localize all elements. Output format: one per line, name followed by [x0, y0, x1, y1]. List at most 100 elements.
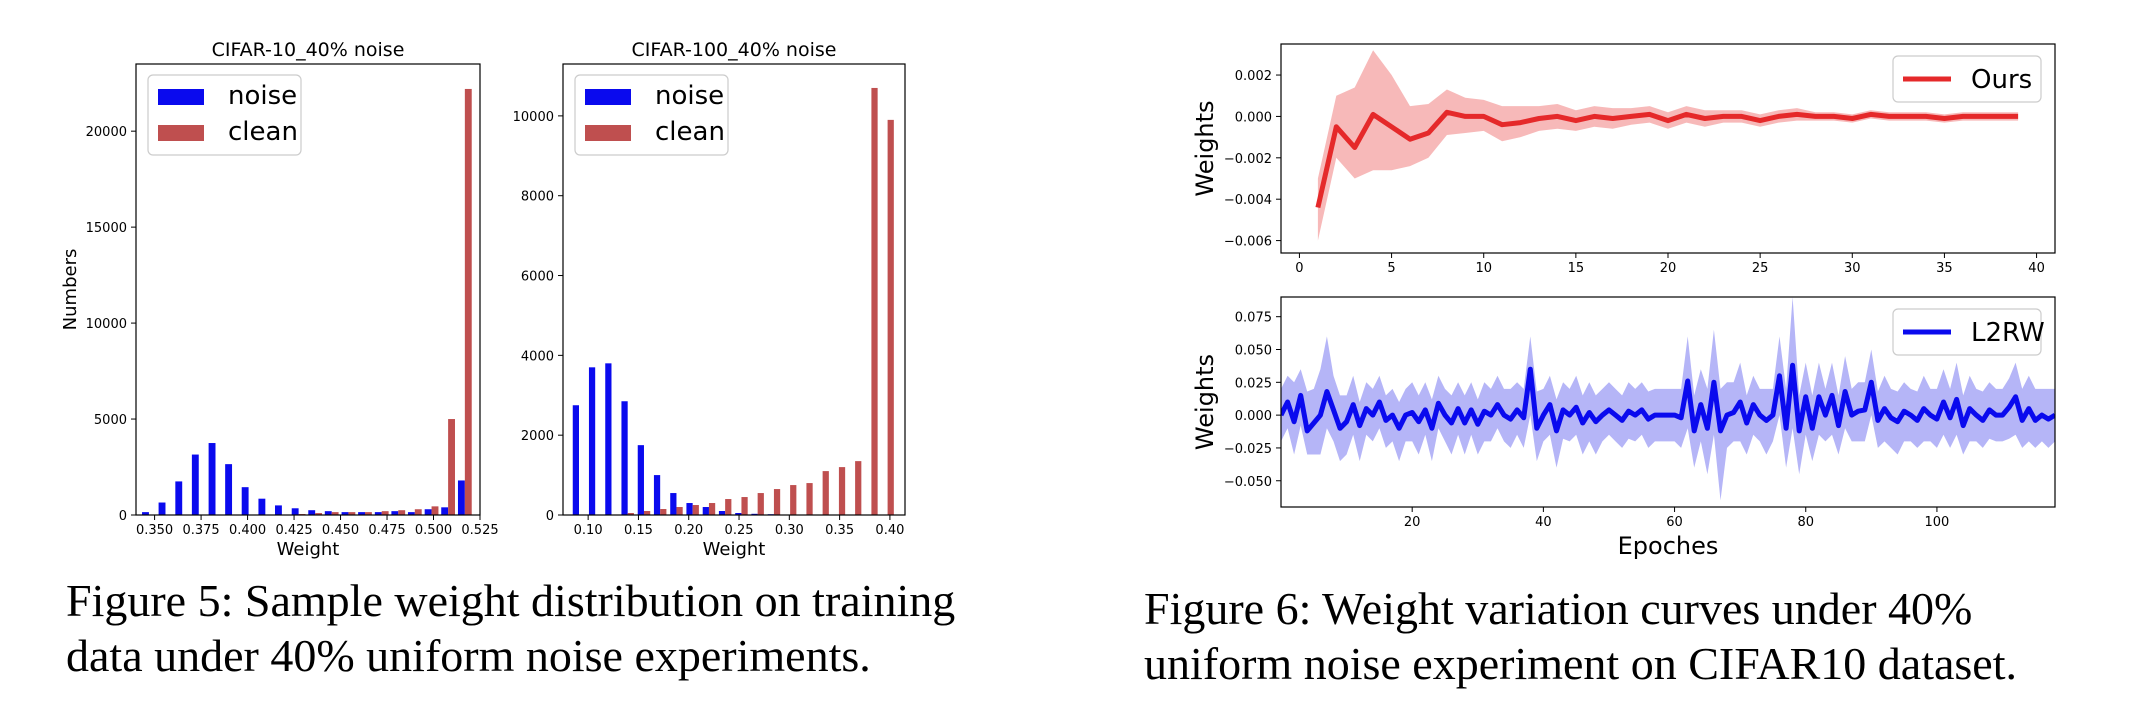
x-tick-label: 40	[2028, 261, 2045, 276]
x-tick-label: 0.40	[875, 523, 904, 538]
y-tick-label: 6000	[521, 270, 554, 285]
clean-legend-swatch	[585, 125, 631, 141]
y-tick-label: 0.002	[1235, 69, 1272, 84]
y-tick-label: 10000	[513, 110, 554, 125]
x-tick-label: 0.475	[368, 523, 405, 538]
clean-bar	[448, 419, 455, 515]
clean-bar	[725, 499, 732, 515]
y-tick-label: 4000	[521, 349, 554, 364]
noise-bar	[621, 401, 628, 515]
figure-5-caption-line-1: Figure 5: Sample weight distribution on …	[66, 575, 956, 626]
clean-bar	[627, 513, 634, 515]
plot-frame	[562, 63, 906, 516]
clean-bar	[773, 489, 781, 515]
x-tick-label: 20	[1660, 261, 1677, 276]
noise-bar	[391, 511, 399, 515]
x-tick-label: 60	[1666, 515, 1683, 530]
clean-bar	[331, 512, 339, 515]
x-tick-label: 0.20	[674, 523, 703, 538]
x-tick-label: 0	[1295, 261, 1303, 276]
legend: L2RW	[1892, 308, 2045, 356]
legend-box	[1892, 308, 2042, 356]
clean-bar	[708, 503, 716, 515]
noise-bar	[191, 454, 199, 515]
clean-bar	[431, 506, 439, 515]
noise-legend-swatch	[585, 89, 631, 105]
noise-bar	[308, 510, 316, 515]
noise-bar	[258, 498, 266, 515]
x-tick-label: 0.25	[725, 523, 754, 538]
noise-bar	[241, 487, 249, 515]
chart-0: 0.350 0.375 0.400 0.425 0.450 0.475 0.500 0.525…	[60, 39, 499, 560]
clean-bar	[871, 87, 878, 515]
clean-bar	[676, 507, 683, 515]
noise-bar	[588, 367, 596, 515]
y-tick-label: 0.025	[1235, 376, 1272, 391]
figures-canvas: 0.350 0.375 0.400 0.425 0.450 0.475 0.500 0.525…	[60, 39, 2056, 560]
noise-bar	[572, 405, 579, 515]
noise-bar	[274, 505, 282, 515]
x-tick-label: 0.425	[275, 523, 312, 538]
noise-bar	[158, 502, 166, 515]
figure-5-caption-line-2: data under 40% uniform noise experiments…	[66, 630, 871, 681]
y-axis-label: Weights	[1191, 354, 1219, 450]
clean-bar	[643, 511, 651, 515]
noise-bar	[670, 493, 677, 515]
y-axis-label: Numbers	[60, 249, 81, 331]
l2rw-legend-label: L2RW	[1971, 318, 2045, 348]
x-tick-label: 5	[1387, 261, 1395, 276]
legend-box	[1892, 55, 2042, 103]
figure-6-caption-line-2: uniform noise experiment on CIFAR10 data…	[1144, 638, 2017, 689]
legend: Ours	[1892, 55, 2042, 103]
x-tick-label: 0.15	[624, 523, 653, 538]
legend: noise clean	[574, 74, 729, 156]
clean-bar	[364, 512, 372, 515]
y-tick-label: 0.050	[1235, 344, 1272, 359]
clean-bar	[822, 471, 829, 515]
noise-bar	[225, 464, 233, 515]
noise-bar	[718, 511, 726, 515]
clean-bar	[741, 497, 748, 515]
clean-bar	[887, 119, 894, 516]
y-tick-label: 5000	[94, 413, 127, 428]
noise-legend-label: noise	[655, 81, 724, 111]
x-tick-label: 35	[1936, 261, 1953, 276]
y-tick-label: 0	[119, 509, 127, 524]
clean-bar	[348, 512, 356, 515]
clean-bar	[757, 493, 764, 515]
x-axis-label: Epoches	[1618, 532, 1719, 560]
x-tick-label: 0.450	[322, 523, 359, 538]
x-tick-label: 100	[1925, 515, 1950, 530]
noise-bar	[324, 511, 332, 515]
noise-bar	[291, 508, 299, 515]
y-tick-label: 0.000	[1235, 110, 1272, 125]
y-tick-label: 2000	[521, 429, 554, 444]
noise-bar	[605, 363, 612, 515]
y-tick-label: 0	[546, 509, 554, 524]
clean-legend-label: clean	[655, 117, 725, 147]
plot-frame	[135, 63, 481, 516]
x-tick-label: 25	[1752, 261, 1769, 276]
x-axis-label: Weight	[703, 539, 766, 560]
x-tick-label: 20	[1404, 515, 1421, 530]
clean-bar	[660, 509, 667, 515]
clean-bar	[806, 483, 813, 515]
noise-bar	[702, 507, 709, 515]
ours-legend-label: Ours	[1971, 65, 2032, 95]
x-tick-label: 80	[1797, 515, 1814, 530]
x-tick-label: 0.525	[461, 523, 498, 538]
figure-6-caption-line-1: Figure 6: Weight variation curves under …	[1144, 583, 1973, 634]
chart-title: CIFAR-100_40% noise	[632, 39, 837, 61]
x-tick-label: 40	[1535, 515, 1552, 530]
x-tick-label: 0.500	[415, 523, 452, 538]
clean-bar	[790, 485, 797, 515]
x-tick-label: 0.30	[775, 523, 804, 538]
x-tick-label: 30	[1844, 261, 1861, 276]
x-tick-label: 0.350	[136, 523, 173, 538]
plot-frame	[1280, 43, 2056, 254]
clean-bar	[381, 511, 389, 515]
noise-bar	[374, 512, 382, 515]
y-tick-label: 10000	[86, 317, 127, 332]
noise-bar	[358, 512, 365, 515]
